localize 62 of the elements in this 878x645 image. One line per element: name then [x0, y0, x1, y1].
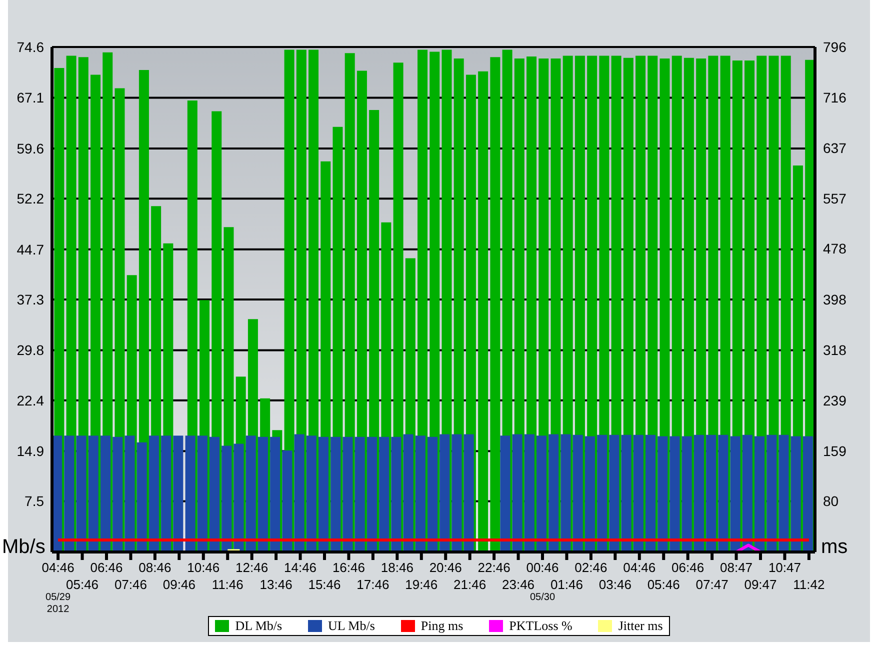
y2-tick-label: 159 — [823, 443, 847, 460]
y-tick-label: 44.7 — [16, 241, 44, 258]
x-tick-label: 21:46 — [454, 577, 486, 592]
y-tick-label: 22.4 — [16, 392, 44, 408]
legend-label: UL Mb/s — [327, 618, 375, 634]
x-tick-label: 16:46 — [332, 560, 365, 575]
x-tick-label: 06:46 — [672, 560, 704, 575]
x-tick-label: 23:46 — [502, 577, 535, 592]
x-tick-label: 07:47 — [696, 577, 728, 592]
y2-tick-label: 637 — [823, 140, 847, 156]
y-axis-title: Mb/s — [2, 536, 46, 559]
x-tick-label: 05:46 — [647, 577, 680, 592]
y-tick-label: 59.6 — [16, 140, 44, 157]
y2-tick-label: 478 — [823, 240, 847, 257]
x-tick-label: 13:46 — [260, 577, 292, 592]
y2-axis-title: ms — [821, 536, 848, 559]
x-tick-label: 10:47 — [768, 560, 801, 575]
text: 05/30 — [528, 592, 556, 603]
x-tick-label: 18:46 — [380, 560, 414, 575]
x-tick-label: 06:46 — [90, 560, 123, 575]
x-tick-label: 04:46 — [42, 560, 74, 575]
x-tick-label: 09:47 — [744, 577, 777, 592]
x-tick-label: 14:46 — [284, 560, 317, 575]
x-tick-label: 19:46 — [405, 577, 438, 592]
legend-label: Ping ms — [420, 618, 464, 634]
x-tick-label: 02:46 — [574, 560, 608, 575]
y2-tick-label: 80 — [823, 493, 839, 510]
legend-label: Jitter ms — [617, 618, 663, 634]
x-tick-label: 00:46 — [526, 560, 559, 575]
y2-tick-label: 796 — [823, 38, 847, 55]
x-tick-label: 20:46 — [429, 560, 462, 575]
x-tick-label: 17:46 — [356, 577, 390, 592]
text: 05/29 — [44, 592, 72, 603]
x-tick-label: 05:46 — [66, 577, 99, 592]
legend-label: DL Mb/s — [234, 618, 282, 634]
x-tick-label: 22:46 — [478, 560, 510, 575]
x-tick-label: 11:46 — [212, 577, 244, 592]
x-tick-label: 09:46 — [162, 577, 196, 592]
x-tick-label: 08:46 — [138, 560, 172, 575]
y-tick-label: 14.9 — [16, 443, 44, 460]
y-tick-label: 67.1 — [16, 90, 44, 106]
y-tick-label: 52.2 — [16, 190, 44, 207]
y2-tick-label: 557 — [823, 190, 847, 207]
y2-tick-label: 716 — [823, 90, 847, 106]
text: 2012 — [46, 604, 70, 615]
x-tick-label: 15:46 — [308, 577, 341, 592]
x-tick-label: 03:46 — [598, 577, 632, 592]
y-tick-label: 7.5 — [24, 493, 44, 510]
y-tick-label: 74.6 — [16, 38, 44, 55]
legend-label: PKTLoss % — [508, 618, 572, 634]
y2-tick-label: 398 — [823, 291, 847, 308]
x-tick-label: 07:46 — [114, 577, 147, 592]
x-tick-label: 01:46 — [550, 577, 583, 592]
y-tick-label: 29.8 — [16, 342, 44, 358]
y-tick-label: 37.3 — [16, 291, 44, 308]
y2-tick-label: 239 — [823, 392, 847, 408]
x-tick-label: 10:46 — [187, 560, 220, 575]
x-tick-label: 11:42 — [793, 577, 825, 592]
y2-tick-label: 318 — [823, 342, 847, 358]
x-tick-label: 08:47 — [720, 560, 753, 575]
x-tick-label: 04:46 — [623, 560, 656, 575]
x-tick-label: 12:46 — [236, 560, 268, 575]
